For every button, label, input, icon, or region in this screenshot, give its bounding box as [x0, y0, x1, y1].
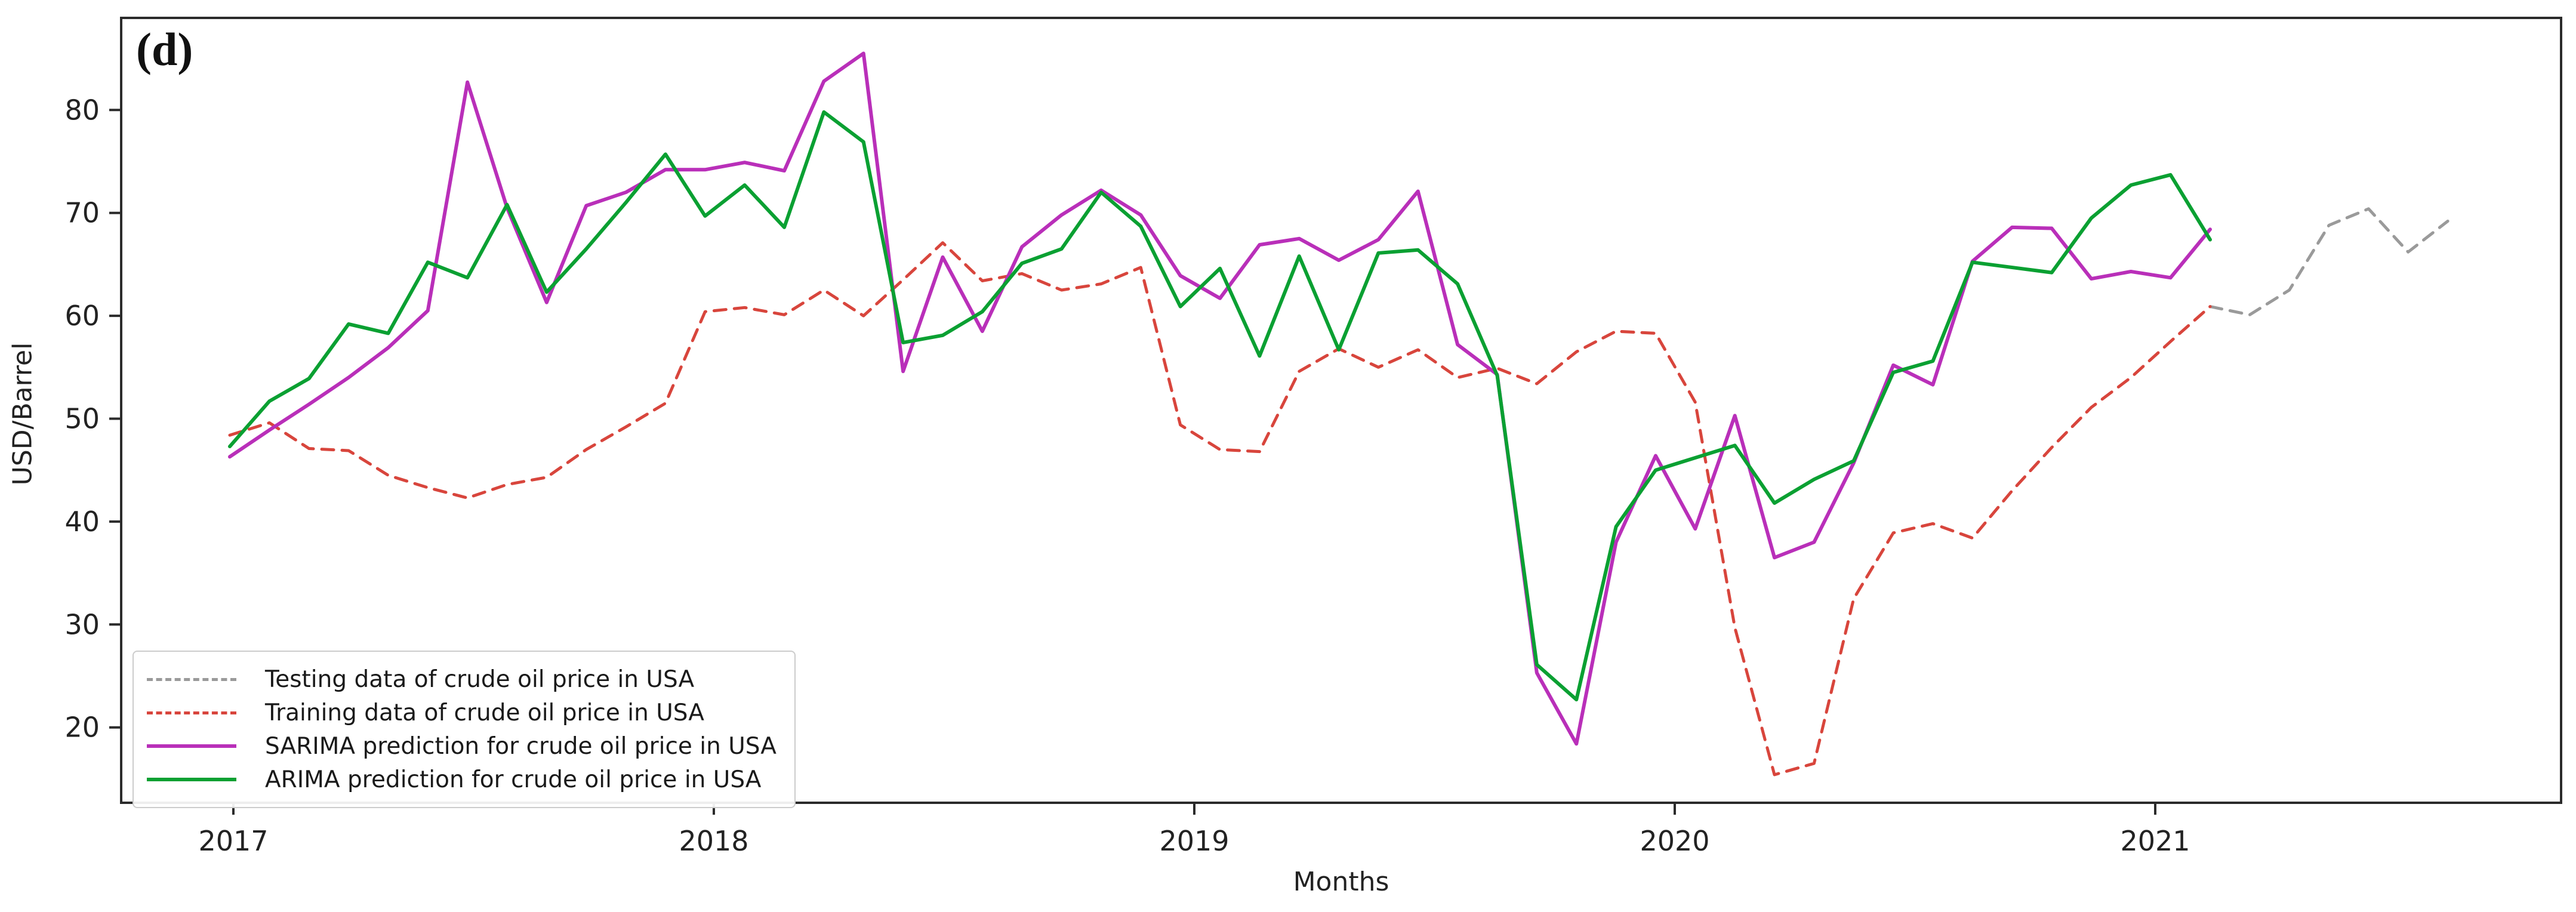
legend-item-sarima: SARIMA prediction for crude oil price in…	[147, 729, 777, 763]
y-tick-label: 50	[64, 403, 100, 435]
legend-item-label: ARIMA prediction for crude oil price in …	[265, 766, 762, 793]
y-tick-label: 60	[64, 300, 100, 332]
legend-item-label: Testing data of crude oil price in USA	[265, 665, 695, 693]
x-tick-label: 2020	[1640, 825, 1709, 857]
sarima-line-swatch	[147, 744, 236, 748]
y-tick-label: 70	[64, 197, 100, 229]
legend-item-testing: Testing data of crude oil price in USA	[147, 663, 777, 696]
training-line-swatch	[147, 711, 236, 714]
y-axis-label: USD/Barrel	[7, 342, 38, 486]
y-tick-label: 20	[64, 711, 100, 744]
series-arima	[228, 110, 2212, 702]
y-tick-label: 40	[64, 506, 100, 538]
y-tick-label: 30	[64, 608, 100, 640]
series-training	[228, 241, 2212, 777]
legend-item-label: SARIMA prediction for crude oil price in…	[265, 732, 777, 760]
legend-box: Testing data of crude oil price in USA T…	[133, 651, 796, 808]
x-tick-label: 2021	[2120, 825, 2190, 857]
legend-item-label: Training data of crude oil price in USA	[265, 699, 704, 726]
testing-line-swatch	[147, 677, 236, 681]
arima-line-swatch	[147, 778, 236, 781]
y-tick-label: 80	[64, 94, 100, 126]
plot-frame	[120, 17, 2562, 804]
legend-item-arima: ARIMA prediction for crude oil price in …	[147, 763, 777, 796]
panel-label: (d)	[136, 23, 193, 75]
series-sarima	[228, 51, 2212, 746]
series-testing	[2208, 207, 2449, 316]
x-tick-label: 2018	[679, 825, 748, 857]
x-tick-label: 2019	[1159, 825, 1229, 857]
x-axis-label: Months	[1293, 867, 1389, 897]
x-tick-label: 2017	[198, 825, 268, 857]
legend-item-training: Training data of crude oil price in USA	[147, 696, 777, 729]
